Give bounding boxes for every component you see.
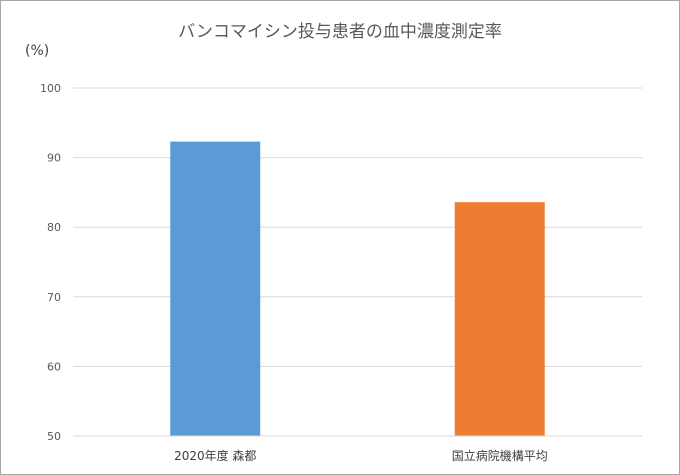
y-tick-label-70: 70 <box>47 291 61 304</box>
bars <box>170 141 545 437</box>
x-axis-categories: 2020年度 森都 国立病院機構平均 <box>174 448 548 463</box>
gridlines <box>73 87 642 367</box>
x-category-label-1: 2020年度 森都 <box>174 448 256 463</box>
y-tick-label-90: 90 <box>47 152 61 165</box>
bar-2 <box>454 202 545 436</box>
y-axis-ticks: 50 60 70 80 90 100 <box>40 82 61 443</box>
y-tick-label-100: 100 <box>40 82 61 95</box>
y-tick-label-60: 60 <box>47 360 61 373</box>
y-tick-label-50: 50 <box>47 430 61 443</box>
y-tick-label-80: 80 <box>47 221 61 234</box>
x-category-label-2: 国立病院機構平均 <box>452 448 548 463</box>
bar-1 <box>170 141 261 437</box>
y-axis-unit-label: (%) <box>25 43 50 59</box>
chart-title: バンコマイシン投与患者の血中濃度測定率 <box>178 22 502 42</box>
